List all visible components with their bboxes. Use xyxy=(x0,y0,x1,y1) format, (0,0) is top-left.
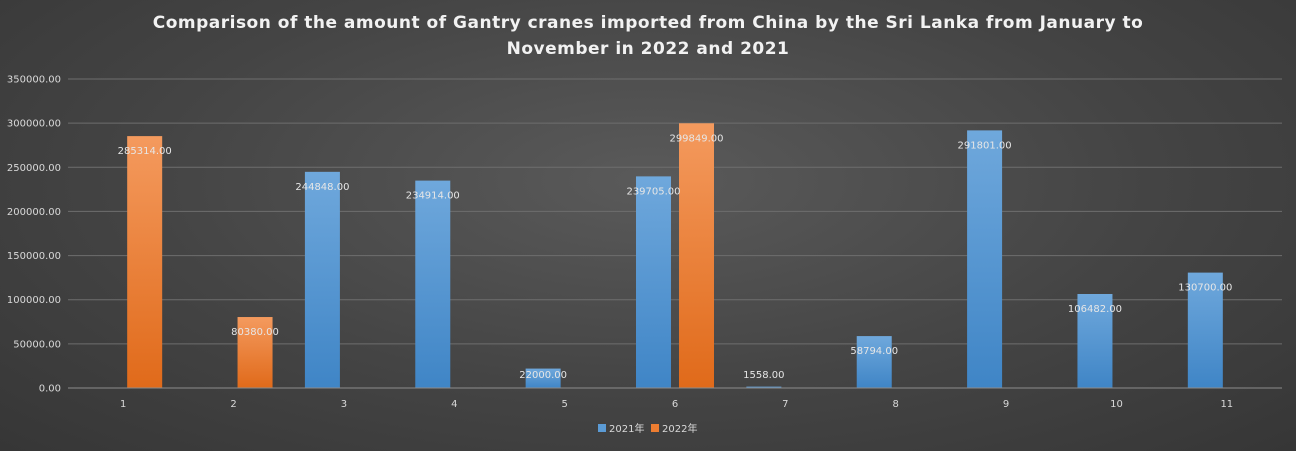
data-label: 234914.00 xyxy=(406,191,460,202)
x-tick-label: 11 xyxy=(1220,399,1233,410)
y-tick-label: 50000.00 xyxy=(13,339,61,350)
x-tick-label: 6 xyxy=(672,399,678,410)
legend-label-series-2: 2022年 xyxy=(662,422,697,435)
bar-series-1 xyxy=(1077,293,1113,388)
y-tick-label: 300000.00 xyxy=(7,119,61,130)
y-tick-label: 150000.00 xyxy=(7,251,61,262)
data-label: 80380.00 xyxy=(231,327,279,338)
data-label: 22000.00 xyxy=(519,370,567,381)
bar-series-2 xyxy=(679,123,714,388)
data-label: 239705.00 xyxy=(626,186,680,197)
axes: 0.00 50000.00 100000.00 150000.00 200000.00 2… xyxy=(7,75,1282,410)
legend-swatch-series-1 xyxy=(598,424,606,432)
y-tick-label: 250000.00 xyxy=(7,163,61,174)
bar-series-1 xyxy=(1187,272,1223,388)
data-label: 291801.00 xyxy=(958,140,1012,151)
data-label: 106482.00 xyxy=(1068,304,1122,315)
x-tick-label: 5 xyxy=(561,399,567,410)
legend-swatch-series-2 xyxy=(651,424,659,432)
bar-series-1 xyxy=(415,180,451,388)
x-tick-label: 7 xyxy=(782,399,788,410)
x-tick-label: 10 xyxy=(1110,399,1123,410)
x-tick-label: 4 xyxy=(451,399,457,410)
data-label: 1558.00 xyxy=(743,370,784,381)
legend-label-series-1: 2021年 xyxy=(609,422,644,435)
data-label: 285314.00 xyxy=(118,146,172,157)
y-tick-label: 350000.00 xyxy=(7,75,61,86)
x-tick-label: 9 xyxy=(1003,399,1009,410)
bar-series-1 xyxy=(304,171,340,388)
bar-series-2 xyxy=(237,317,273,388)
x-tick-label: 3 xyxy=(341,399,347,410)
y-tick-label: 200000.00 xyxy=(7,207,61,218)
bar-series-1 xyxy=(525,368,561,388)
bars xyxy=(127,123,1223,388)
data-label: 58794.00 xyxy=(850,346,898,357)
data-labels: 285314.00 80380.00 244848.00 234914.00 22000… xyxy=(118,133,1233,381)
bar-series-2 xyxy=(127,136,163,388)
data-label: 299849.00 xyxy=(669,133,723,144)
data-label: 244848.00 xyxy=(295,182,349,193)
y-tick-label: 100000.00 xyxy=(7,295,61,306)
y-tick-label: 0.00 xyxy=(39,384,61,395)
data-label: 130700.00 xyxy=(1178,283,1232,294)
bar-series-1 xyxy=(636,176,671,388)
x-tick-label: 8 xyxy=(893,399,899,410)
x-tick-label: 1 xyxy=(120,399,126,410)
chart-title: Comparison of the amount of Gantry crane… xyxy=(152,13,1144,59)
legend: 2021年 2022年 xyxy=(598,422,697,435)
x-tick-label: 2 xyxy=(230,399,236,410)
bar-series-1 xyxy=(856,336,892,388)
bar-series-1 xyxy=(967,130,1003,388)
bar-series-1 xyxy=(746,386,782,388)
